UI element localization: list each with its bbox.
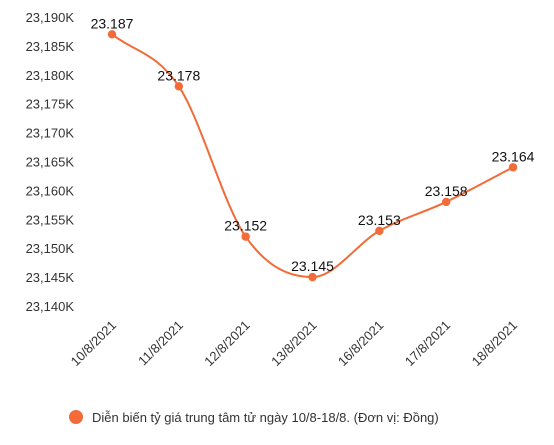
data-point[interactable] <box>241 232 250 241</box>
data-point[interactable] <box>308 272 317 282</box>
data-label: 23.178 <box>157 67 200 83</box>
series-points <box>107 30 518 282</box>
x-tick-label: 17/8/2021 <box>402 318 454 370</box>
x-tick-label: 12/8/2021 <box>201 318 253 370</box>
y-tick-label: 23,145K <box>26 270 75 285</box>
legend-marker <box>69 410 83 424</box>
data-label: 23.187 <box>91 15 134 31</box>
data-point[interactable] <box>107 30 117 39</box>
data-label: 23.164 <box>492 148 535 164</box>
x-tick-label: 10/8/2021 <box>68 318 120 370</box>
x-axis: 10/8/2021 11/8/2021 12/8/2021 13/8/2021 16/8… <box>68 318 521 370</box>
data-labels: 23.187 23.178 23.152 23.145 23.153 23.158 23.1… <box>91 15 535 274</box>
x-tick-label: 11/8/2021 <box>135 318 186 369</box>
y-tick-label: 23,140K <box>26 299 75 314</box>
data-label: 23.153 <box>358 212 401 228</box>
data-label: 23.145 <box>291 258 334 274</box>
data-label: 23.152 <box>224 218 267 234</box>
y-tick-label: 23,160K <box>26 183 75 198</box>
data-point[interactable] <box>375 226 384 236</box>
data-point[interactable] <box>174 82 184 91</box>
y-tick-label: 23,180K <box>26 68 75 83</box>
data-point[interactable] <box>441 197 451 207</box>
legend[interactable]: Diễn biến tỷ giá trung tâm tử ngày 10/8-… <box>69 410 439 425</box>
y-tick-label: 23,175K <box>26 97 75 112</box>
y-tick-label: 23,185K <box>26 39 75 54</box>
y-tick-label: 23,155K <box>26 212 75 227</box>
y-tick-label: 23,190K <box>26 10 75 25</box>
data-point[interactable] <box>508 163 518 172</box>
y-tick-label: 23,170K <box>26 126 75 141</box>
y-tick-label: 23,150K <box>26 241 75 256</box>
data-label: 23.158 <box>425 183 468 199</box>
x-tick-label: 13/8/2021 <box>268 318 320 370</box>
y-tick-label: 23,165K <box>26 155 75 170</box>
y-axis: 23,140K 23,145K 23,150K 23,155K 23,160K 23,16… <box>26 10 75 314</box>
x-tick-label: 16/8/2021 <box>335 318 387 370</box>
legend-label: Diễn biến tỷ giá trung tâm tử ngày 10/8-… <box>92 410 439 425</box>
x-tick-label: 18/8/2021 <box>469 318 521 370</box>
